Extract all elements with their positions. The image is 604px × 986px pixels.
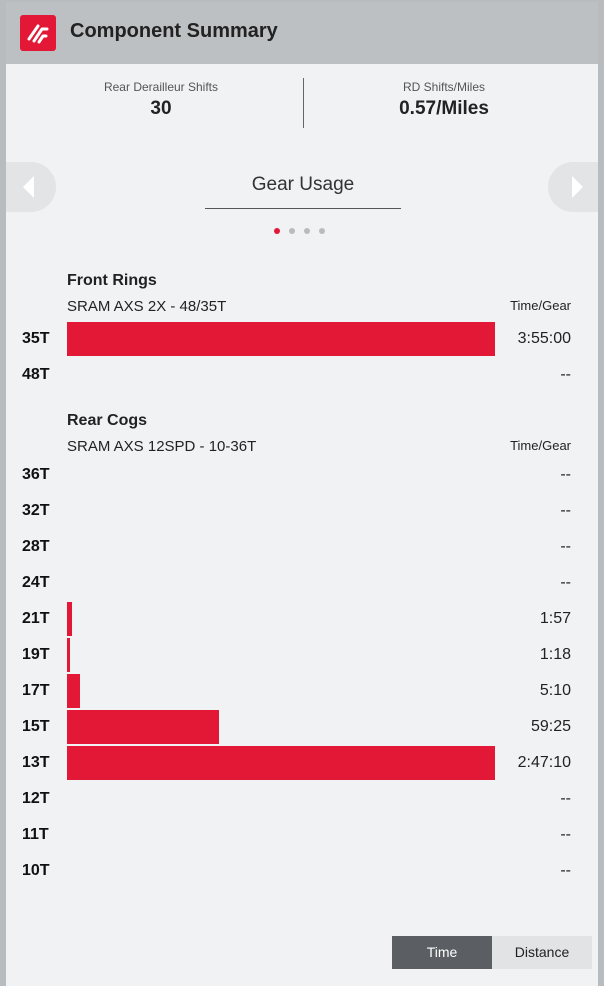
- gear-label: 21T: [22, 610, 50, 627]
- toggle-time-button[interactable]: Time: [392, 936, 492, 969]
- gear-time-value: --: [560, 538, 571, 555]
- gear-label: 11T: [22, 826, 49, 843]
- carousel-title-underline: [205, 208, 401, 209]
- carousel-next-button[interactable]: [548, 162, 598, 212]
- gear-usage-bar: [67, 746, 495, 780]
- rear-cogs-title: Rear Cogs: [67, 412, 148, 429]
- gear-label: 24T: [22, 574, 50, 591]
- gear-time-value: --: [560, 790, 571, 807]
- gear-usage-bar: [67, 322, 495, 356]
- toggle-distance-button[interactable]: Distance: [492, 936, 592, 969]
- gear-label: 36T: [22, 466, 50, 483]
- gear-label: 48T: [22, 366, 50, 383]
- gear-time-value: --: [560, 366, 571, 383]
- pagination-dot[interactable]: [289, 228, 295, 234]
- gear-label: 17T: [22, 682, 50, 699]
- stat-value: 0.57/Miles: [399, 98, 489, 119]
- gear-time-value: --: [560, 574, 571, 591]
- chevron-left-icon: [23, 176, 34, 198]
- stat-label: Rear Derailleur Shifts: [103, 80, 219, 94]
- gear-label: 35T: [22, 330, 50, 347]
- stat-value: 30: [150, 98, 172, 119]
- widget-header: Component Summary: [6, 2, 598, 64]
- gear-label: 13T: [22, 754, 50, 771]
- gear-label: 28T: [22, 538, 50, 555]
- gear-usage-bar: [67, 602, 72, 636]
- stat-rd-shifts-per-mile: RD Shifts/Miles 0.57/Miles: [299, 80, 589, 120]
- gear-time-value: 1:57: [539, 610, 571, 627]
- stat-rd-shifts: Rear Derailleur Shifts 30: [16, 80, 306, 120]
- gear-time-value: 5:10: [539, 682, 571, 699]
- front-time-header: Time/Gear: [510, 298, 571, 313]
- front-rings-subtitle: SRAM AXS 2X - 48/35T: [67, 298, 227, 315]
- gear-label: 12T: [22, 790, 50, 807]
- rear-time-header: Time/Gear: [510, 438, 571, 453]
- gear-time-value: --: [560, 862, 571, 879]
- gear-time-value: --: [560, 466, 571, 483]
- gear-label: 10T: [22, 862, 50, 879]
- gear-label: 19T: [22, 646, 50, 663]
- chevron-right-icon: [572, 176, 583, 198]
- gear-usage-bar: [67, 638, 70, 672]
- gear-label: 32T: [22, 502, 50, 519]
- carousel-title: Gear Usage: [251, 174, 355, 195]
- gear-label: 15T: [22, 718, 50, 735]
- stat-divider: [303, 78, 304, 128]
- gear-time-value: --: [560, 502, 571, 519]
- stat-label: RD Shifts/Miles: [402, 80, 485, 94]
- gear-usage-bar: [67, 710, 219, 744]
- gear-usage-bar: [67, 674, 80, 708]
- rear-cogs-subtitle: SRAM AXS 12SPD - 10-36T: [67, 438, 257, 455]
- gear-time-value: 1:18: [539, 646, 571, 663]
- carousel-prev-button[interactable]: [6, 162, 56, 212]
- gear-time-value: 2:47:10: [517, 754, 571, 771]
- page-title: Component Summary: [70, 20, 278, 42]
- front-rings-title: Front Rings: [67, 272, 157, 289]
- gear-time-value: 3:55:00: [517, 330, 571, 347]
- pagination-dot[interactable]: [319, 228, 325, 234]
- pagination-dot[interactable]: [304, 228, 310, 234]
- pagination-dot[interactable]: [274, 228, 280, 234]
- metric-toggle: Time Distance: [392, 936, 592, 969]
- brand-logo-icon: [20, 15, 56, 51]
- gear-time-value: 59:25: [530, 718, 571, 735]
- gear-time-value: --: [560, 826, 571, 843]
